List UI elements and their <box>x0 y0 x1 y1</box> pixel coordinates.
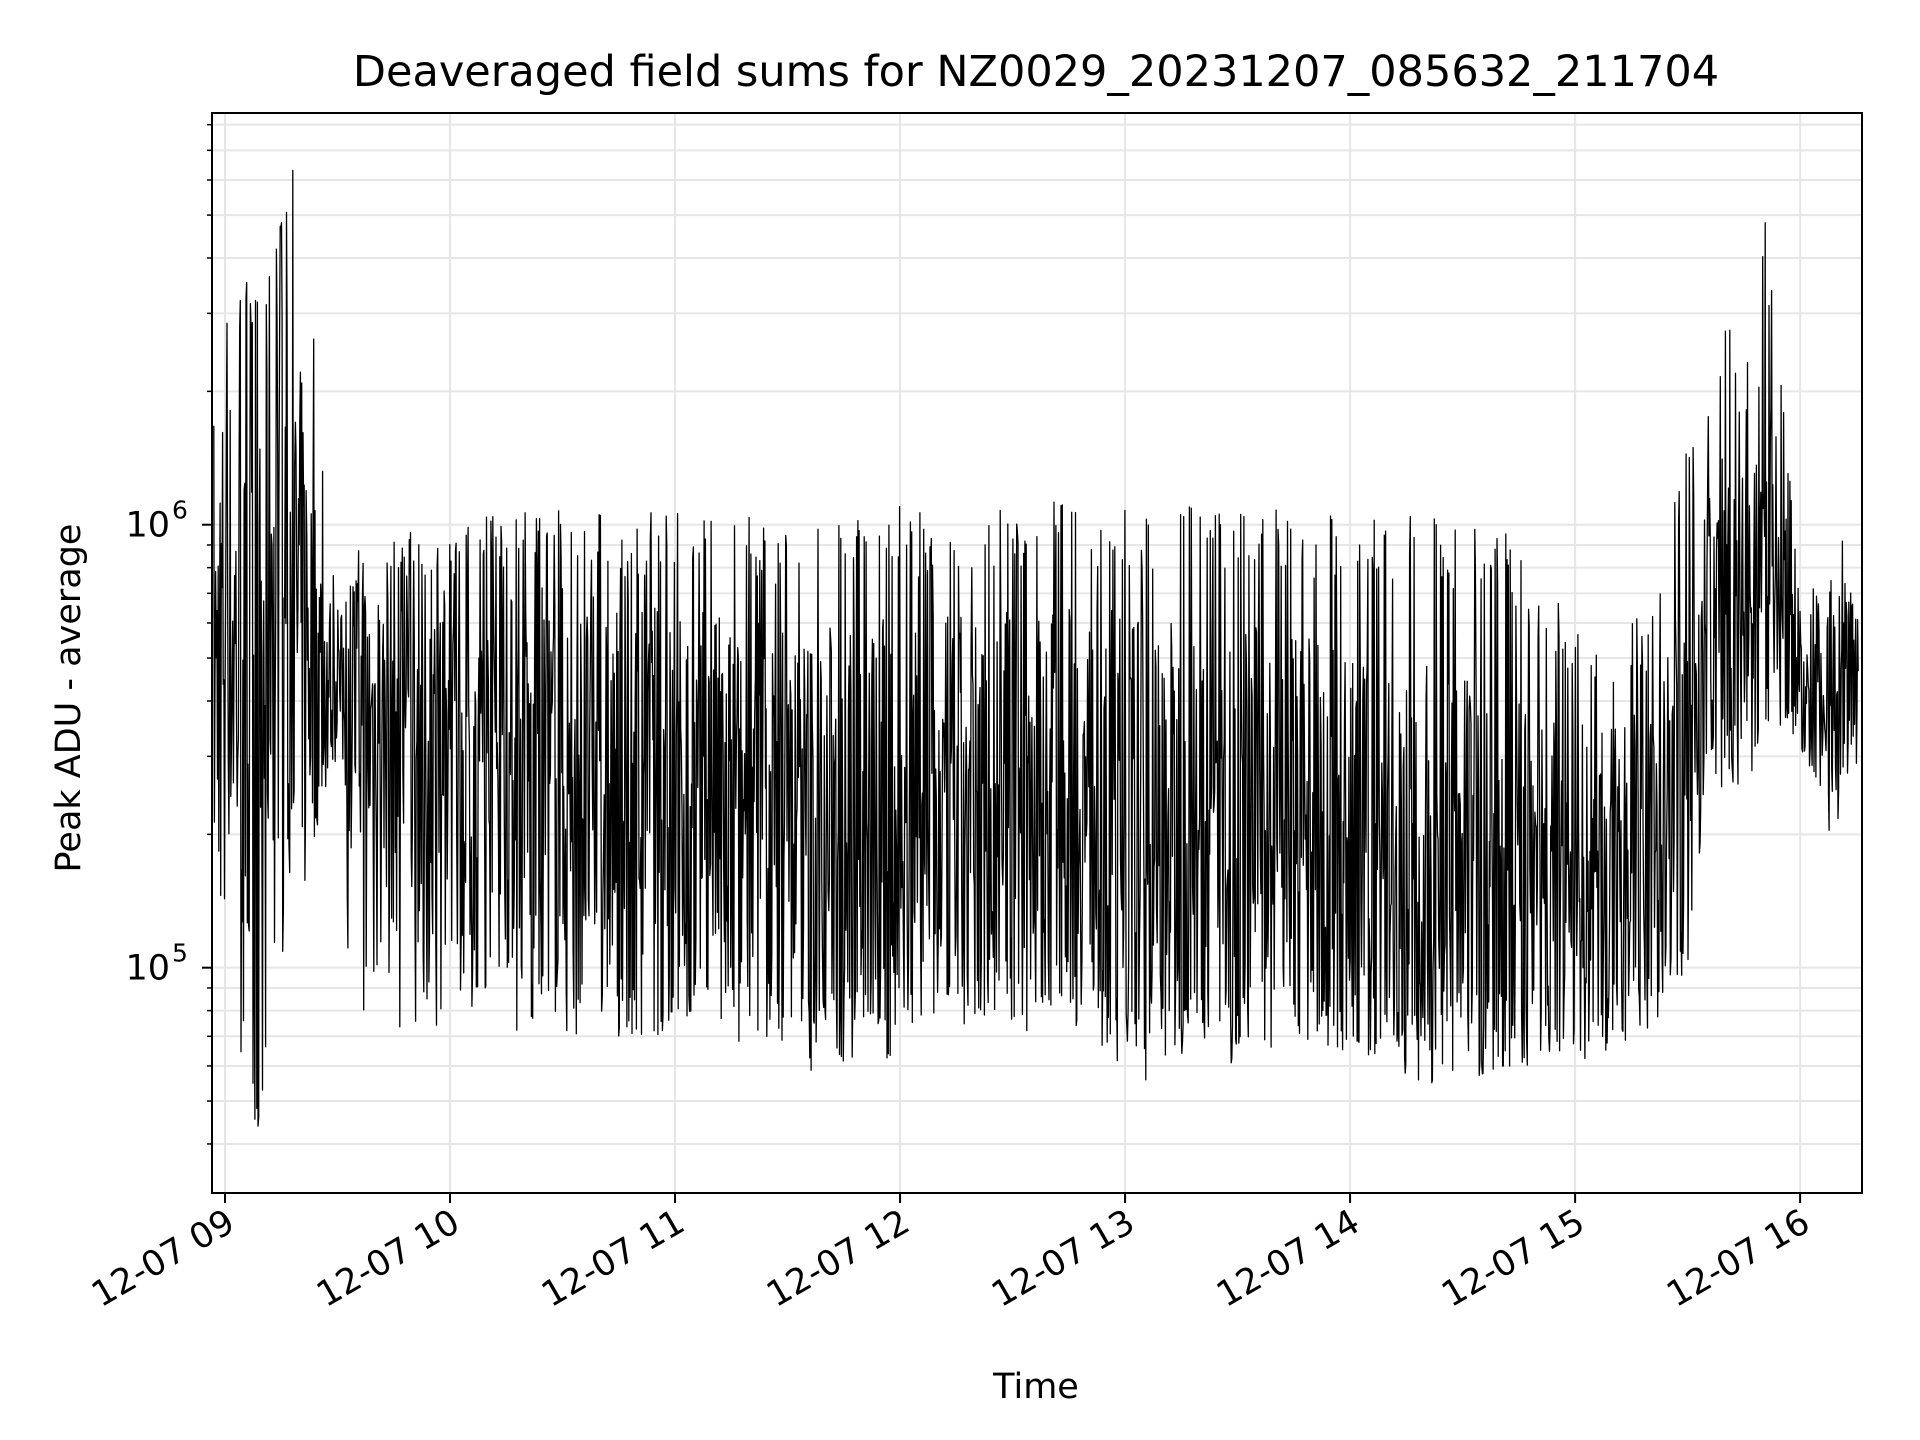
y-tick-label: 10 <box>125 949 170 989</box>
data-layer <box>213 169 1859 1127</box>
x-axis-label: Time <box>992 1367 1079 1407</box>
y-tick-label: 10 <box>125 506 170 546</box>
y-tick-label-exponent: 6 <box>172 496 188 525</box>
chart-title: Deaveraged field sums for NZ0029_2023120… <box>353 47 1719 97</box>
y-axis-label: Peak ADU - average <box>49 524 89 873</box>
y-tick-label-exponent: 5 <box>172 939 188 968</box>
series-line <box>213 169 1859 1127</box>
plot-frame <box>211 112 1863 1194</box>
